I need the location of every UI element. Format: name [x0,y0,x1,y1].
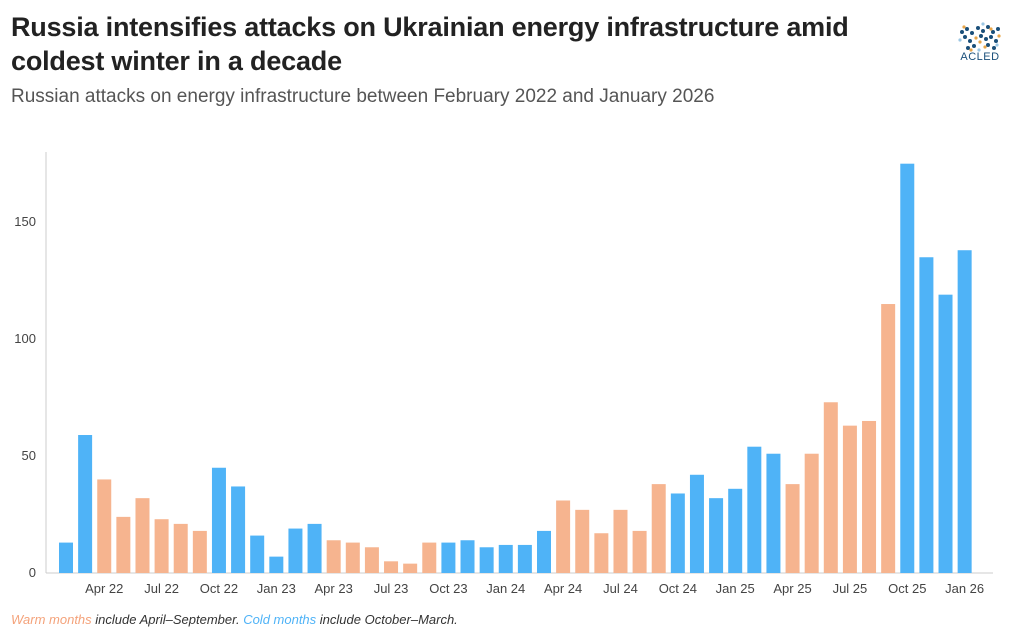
chart-footnote: Warm months include April–September. Col… [11,612,458,627]
bar-aug-24 [632,530,647,573]
x-tick-label: Jan 25 [716,581,755,596]
cold-months-text: include October–March. [316,612,458,627]
x-tick-label: Jan 26 [945,581,984,596]
bar-feb-24 [517,544,532,573]
bar-oct-23 [441,542,456,573]
bar-may-24 [575,509,590,573]
bar-may-23 [345,542,360,573]
bar-sep-22 [192,530,207,573]
bar-apr-24 [556,500,571,573]
chart-subtitle: Russian attacks on energy infrastructure… [11,86,715,107]
x-tick-label: Apr 22 [85,581,123,596]
y-tick-label: 100 [14,331,36,346]
bar-nov-25 [919,257,934,573]
bar-dec-25 [938,294,953,573]
bar-may-25 [804,453,819,573]
x-tick-label: Oct 24 [659,581,697,596]
x-tick-label: Apr 25 [773,581,811,596]
x-tick-label: Jul 25 [833,581,868,596]
bar-may-22 [116,516,131,573]
bar-jul-25 [842,425,857,573]
bar-jan-25 [728,488,743,573]
warm-months-text: include April–September. [91,612,244,627]
bar-feb-22 [59,542,73,573]
bar-mar-22 [78,435,93,573]
bar-dec-22 [250,535,265,573]
bar-mar-23 [307,523,322,573]
bar-mar-25 [766,453,781,573]
bar-jun-24 [594,533,609,573]
x-tick-label: Apr 23 [315,581,353,596]
bar-nov-24 [689,474,704,573]
bar-jan-24 [498,544,513,573]
bar-oct-24 [670,493,685,573]
bar-apr-25 [785,484,800,573]
y-tick-label: 0 [29,565,36,580]
x-tick-label: Jan 23 [257,581,296,596]
x-tick-label: Jan 24 [486,581,525,596]
bar-jul-22 [154,519,169,573]
bar-oct-25 [900,163,915,573]
bar-feb-25 [747,446,762,573]
bar-nov-23 [460,540,475,573]
x-tick-label: Oct 23 [429,581,467,596]
x-tick-label: Oct 25 [888,581,926,596]
bar-dec-23 [479,547,494,573]
x-tick-label: Jul 22 [144,581,179,596]
chart-title: Russia intensifies attacks on Ukrainian … [11,12,849,76]
bar-oct-22 [211,467,226,573]
bar-jun-22 [135,498,150,573]
bar-aug-22 [173,523,188,573]
bar-jul-24 [613,509,628,573]
x-tick-label: Jul 24 [603,581,638,596]
y-tick-label: 150 [14,214,36,229]
bar-nov-22 [231,486,246,573]
bar-jun-23 [364,547,379,573]
x-tick-label: Apr 24 [544,581,582,596]
x-tick-label: Oct 22 [200,581,238,596]
bar-jan-23 [269,556,284,573]
bar-feb-23 [288,528,303,573]
bar-jul-23 [384,561,399,573]
bar-aug-23 [403,563,418,573]
bar-mar-24 [537,530,551,573]
bar-sep-23 [422,542,437,573]
acled-logo-icon [958,22,1001,52]
bar-apr-22 [97,479,112,573]
cold-months-label: Cold months [243,612,317,627]
y-tick-label: 50 [22,448,36,463]
acled-logo-text: ACLED [960,51,1000,63]
bar-apr-23 [326,540,341,573]
bar-sep-24 [651,484,666,573]
bar-aug-25 [862,420,877,573]
bar-sep-25 [881,304,896,573]
x-tick-label: Jul 23 [374,581,409,596]
bar-dec-24 [709,498,724,573]
warm-months-label: Warm months [11,612,92,627]
bar-jun-25 [823,402,838,573]
bar-jan-26 [957,250,972,574]
